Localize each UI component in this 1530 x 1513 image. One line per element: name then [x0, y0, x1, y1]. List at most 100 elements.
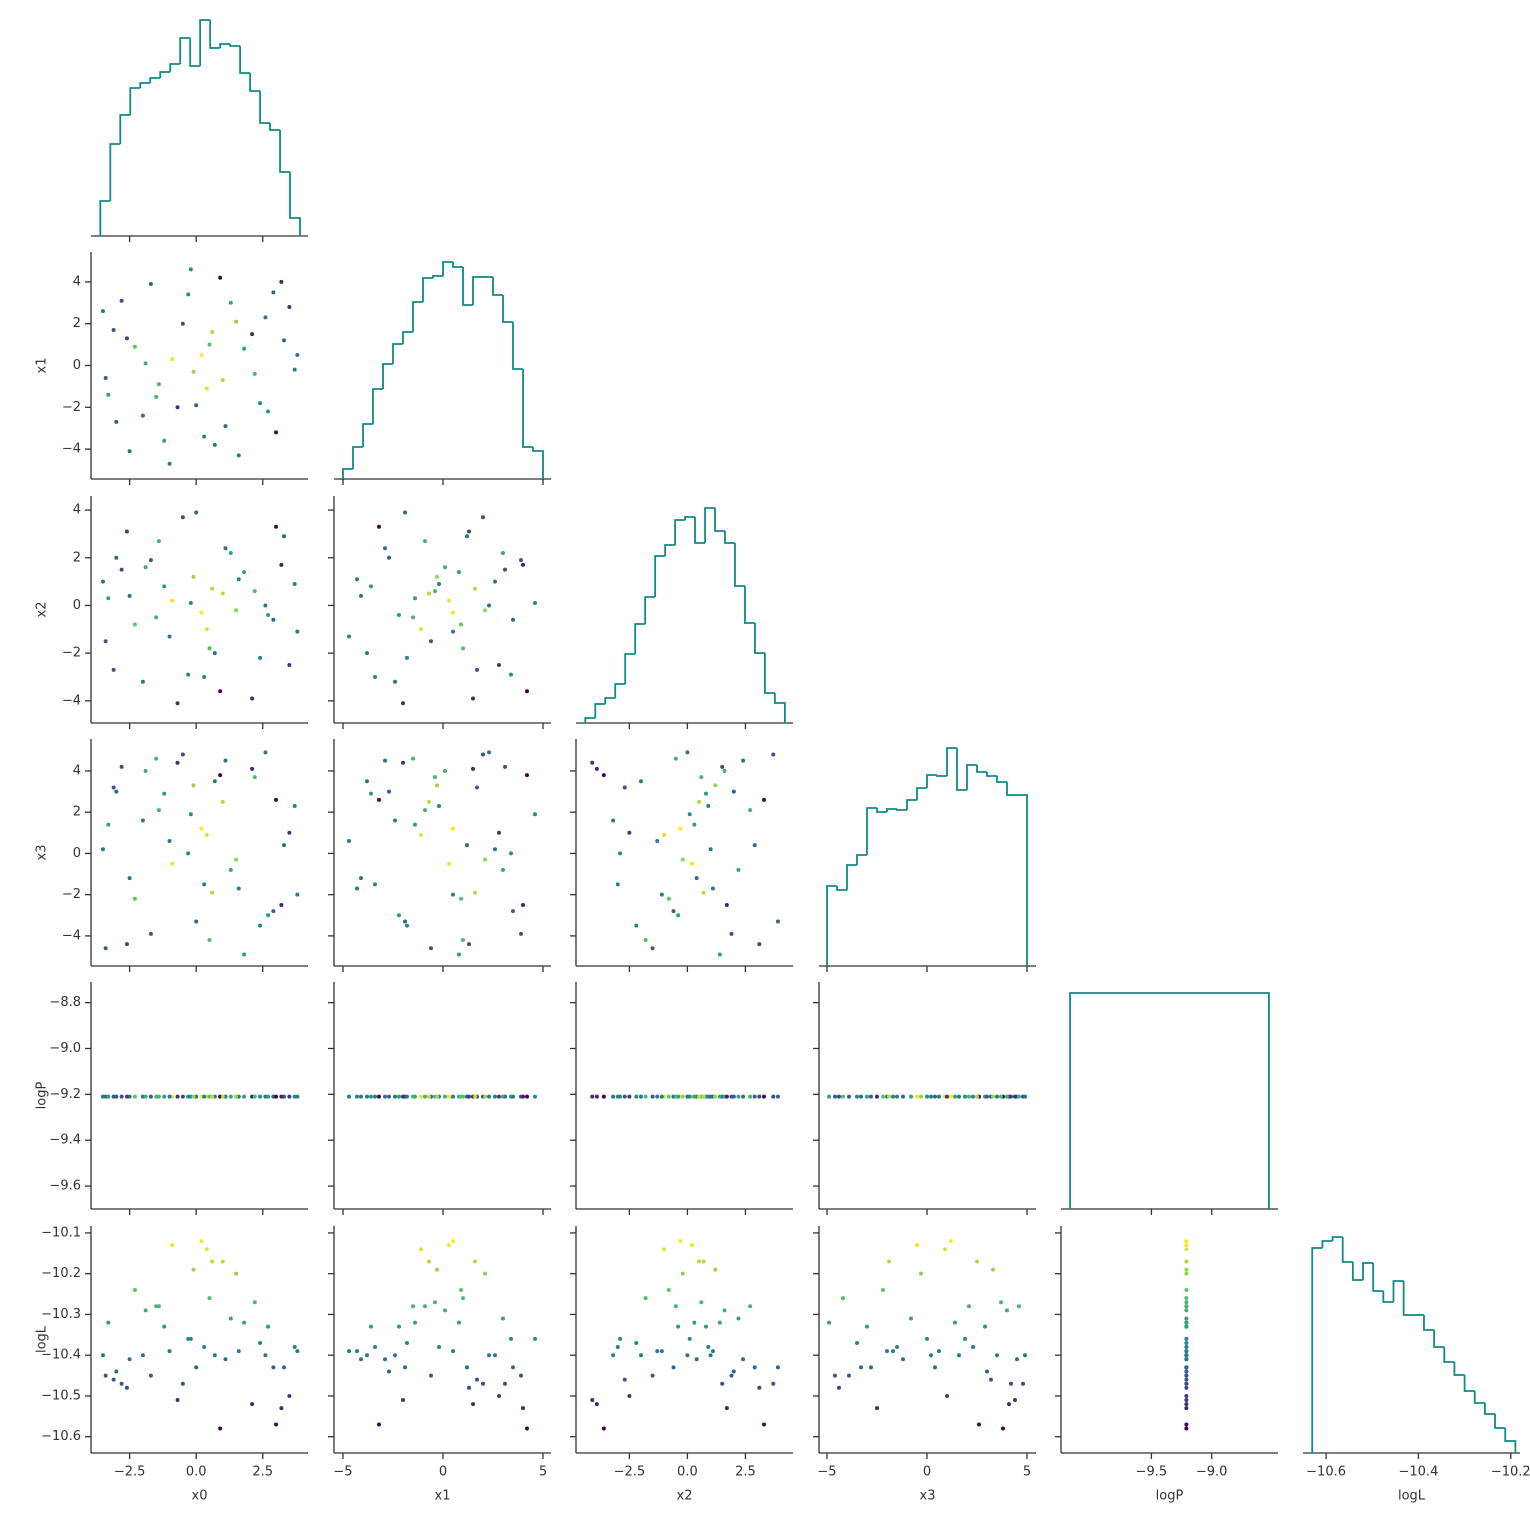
scatter-point	[191, 369, 196, 374]
scatter-point	[250, 332, 255, 337]
scatter-point	[106, 1094, 111, 1099]
scatter-point	[487, 1094, 491, 1099]
scatter-point	[761, 1422, 766, 1427]
scatter-point	[933, 1094, 937, 1099]
scatter-point	[1184, 1357, 1189, 1362]
scatter-point	[242, 346, 247, 351]
scatter-point	[199, 353, 204, 358]
scatter-point	[519, 931, 523, 936]
scatter-point	[869, 1094, 873, 1099]
scatter-point	[210, 330, 215, 335]
scatter-point	[397, 1094, 401, 1099]
scatter-point	[170, 1243, 175, 1248]
scatter-point	[601, 773, 606, 778]
scatter-point	[622, 1094, 627, 1099]
scatter-point	[1184, 1369, 1189, 1374]
scatter-point	[525, 1094, 529, 1099]
hist-step	[392, 343, 403, 364]
scatter-point	[266, 913, 271, 918]
hist-step	[1069, 992, 1270, 1209]
scatter-point	[594, 1402, 599, 1407]
scatter-point	[643, 938, 648, 943]
scatter-point	[140, 413, 145, 418]
scatter-point	[731, 1094, 736, 1099]
scatter-point	[204, 832, 209, 837]
scatter-point	[497, 663, 501, 668]
scatter-point	[509, 1094, 513, 1099]
scatter-point	[106, 392, 111, 397]
scatter-point	[937, 1349, 941, 1354]
scatter-point	[194, 510, 199, 515]
scatter-point	[887, 1259, 891, 1264]
scatter-point	[397, 913, 401, 918]
scatter-point	[451, 826, 455, 831]
scatter-point	[435, 1267, 439, 1272]
scatter-point	[292, 804, 297, 809]
hist-step	[219, 43, 231, 48]
hist-step	[773, 693, 786, 723]
scatter-point	[295, 353, 300, 358]
scatter-point	[1184, 1300, 1189, 1305]
hist-step	[259, 91, 271, 124]
scatter-point	[611, 1353, 616, 1358]
scatter-point	[471, 1402, 475, 1407]
scatter-point	[387, 1369, 391, 1374]
scatter-point	[451, 1239, 455, 1244]
hist-step	[976, 765, 987, 773]
y-tick-label: −9.4	[49, 1133, 81, 1148]
scatter-point	[287, 830, 292, 835]
scatter-point	[690, 1243, 695, 1248]
hist-step	[179, 37, 191, 64]
scatter-point	[615, 1094, 620, 1099]
scatter-point	[724, 902, 729, 907]
x-tick-label: −10.4	[1399, 1465, 1439, 1480]
scatter-point	[901, 1094, 905, 1099]
hist-step	[664, 544, 676, 556]
scatter-point	[713, 1094, 718, 1099]
y-axis-label: x2	[35, 602, 50, 618]
scatter-point	[909, 1094, 913, 1099]
scatter-point	[103, 639, 108, 644]
scatter-point	[655, 839, 660, 844]
scatter-point	[487, 750, 491, 755]
hist-step	[1362, 1262, 1374, 1280]
scatter-point	[263, 750, 268, 755]
scatter-point	[461, 938, 465, 943]
scatter-point	[673, 756, 678, 761]
scatter-point	[875, 1094, 879, 1099]
scatter-point	[487, 603, 491, 608]
scatter-point	[1184, 1398, 1189, 1403]
scatter-point	[212, 651, 217, 656]
scatter-point	[143, 1094, 148, 1099]
x-axis-label: logP	[1156, 1489, 1184, 1504]
scatter-point	[393, 679, 397, 684]
scatter-point	[650, 1094, 655, 1099]
scatter-point	[175, 405, 180, 410]
scatter-point	[481, 515, 485, 520]
scatter-point	[1184, 1345, 1189, 1350]
scatter-point	[601, 1426, 606, 1431]
x-tick-label: 2.5	[252, 1465, 273, 1480]
hist-step	[694, 517, 706, 544]
scatter-point	[1023, 1094, 1027, 1099]
scatter-point	[467, 1385, 471, 1390]
scatter-point	[223, 1357, 228, 1362]
hist-step	[1402, 1281, 1414, 1316]
scatter-point	[167, 634, 172, 639]
scatter-point	[258, 655, 263, 660]
scatter-point	[722, 1308, 727, 1313]
scatter-point	[881, 1287, 885, 1292]
x-tick-label: 0	[439, 1465, 447, 1480]
scatter-point	[170, 861, 175, 866]
scatter-point	[411, 1094, 415, 1099]
hist-step	[986, 772, 997, 777]
hist-step	[714, 508, 725, 532]
scatter-point	[279, 279, 284, 284]
x-tick-label: −5	[333, 1465, 352, 1480]
scatter-point	[671, 909, 676, 914]
hist-step	[1331, 1236, 1343, 1241]
scatter-point	[228, 1094, 233, 1099]
scatter-point	[355, 577, 359, 582]
scatter-point	[263, 315, 268, 320]
